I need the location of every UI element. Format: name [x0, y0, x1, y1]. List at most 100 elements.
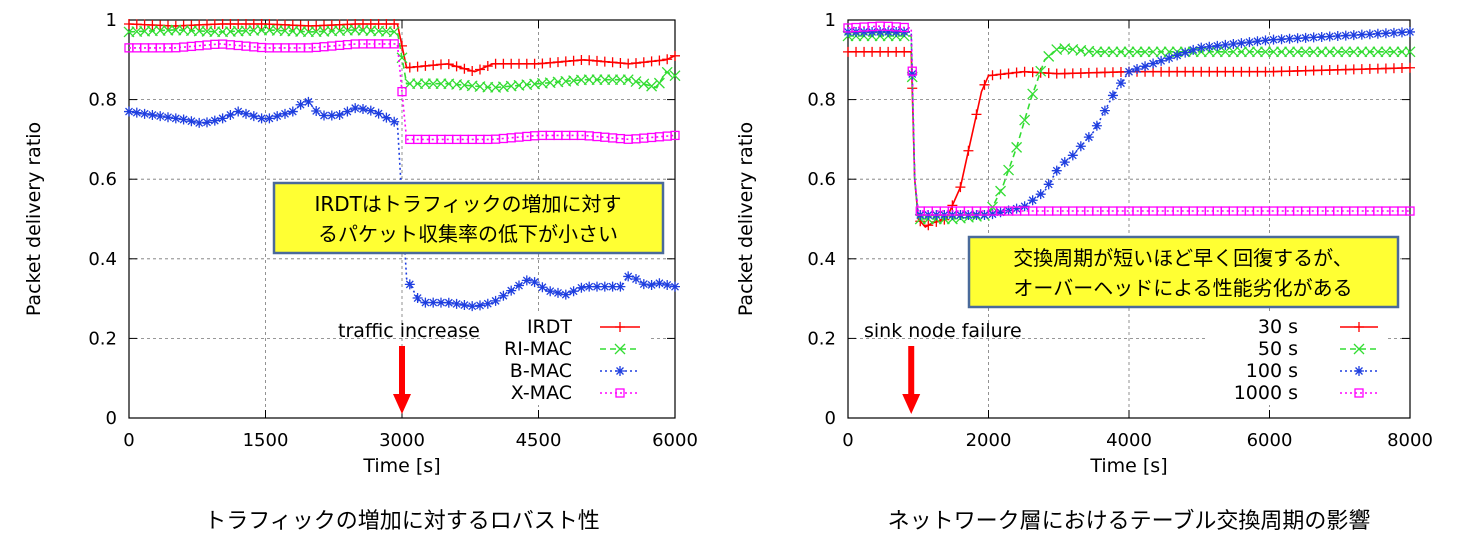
data-point — [1380, 46, 1392, 58]
data-point — [1236, 38, 1247, 49]
data-point — [646, 80, 658, 92]
data-point — [186, 116, 197, 127]
right-y-ticks: 0 0.2 0.4 0.6 0.8 1 — [807, 10, 1410, 429]
data-point — [622, 74, 634, 86]
data-point — [1059, 157, 1070, 168]
data-point — [256, 24, 268, 36]
data-point — [1180, 47, 1191, 58]
data-point — [1035, 189, 1046, 200]
data-point — [1260, 35, 1271, 46]
data-point — [537, 58, 548, 69]
left-annotation-label: traffic increase — [338, 320, 480, 342]
series-markers-30-s — [843, 46, 1415, 231]
data-point — [459, 300, 470, 311]
y-tick-label: 0.2 — [88, 328, 117, 349]
data-point — [420, 60, 431, 71]
data-point — [139, 108, 150, 119]
data-point — [631, 58, 641, 69]
data-point — [1107, 90, 1118, 101]
y-tick-label: 0.8 — [807, 90, 836, 111]
data-point — [867, 26, 878, 37]
data-point — [1405, 62, 1415, 73]
data-point — [987, 209, 998, 220]
data-point — [131, 107, 142, 118]
legend-swatch-marker — [615, 322, 625, 332]
arrow-shaft — [399, 346, 405, 396]
data-point — [1228, 38, 1239, 49]
data-point — [576, 282, 587, 293]
data-point — [1364, 46, 1376, 58]
legend-swatch-marker — [1353, 343, 1365, 355]
right-y-axis-label: Packet delivery ratio — [735, 122, 757, 316]
data-point — [654, 278, 665, 289]
data-point — [670, 281, 680, 292]
data-point — [1011, 141, 1023, 153]
data-point — [1124, 66, 1134, 77]
legend-label: 30 s — [1258, 316, 1298, 338]
data-point — [599, 56, 610, 67]
data-point — [1107, 46, 1119, 58]
data-point — [1220, 39, 1231, 50]
y-tick-label: 0 — [825, 408, 836, 429]
data-point — [404, 62, 415, 73]
data-point — [1115, 78, 1126, 89]
data-point — [553, 287, 563, 298]
data-point — [568, 130, 579, 141]
right-callout-box — [967, 235, 1400, 309]
data-point — [521, 275, 532, 286]
data-point — [389, 18, 400, 29]
data-point — [1027, 195, 1038, 206]
data-point — [1075, 141, 1086, 152]
data-point — [419, 78, 431, 90]
data-point — [599, 74, 611, 86]
data-point — [163, 112, 173, 123]
data-point — [971, 109, 982, 120]
data-point — [248, 111, 259, 122]
data-point — [1324, 31, 1335, 42]
data-point — [1252, 46, 1263, 58]
data-point — [1405, 206, 1415, 216]
data-point — [389, 116, 400, 127]
data-point — [875, 26, 886, 37]
data-point — [428, 297, 439, 308]
data-point — [646, 56, 657, 67]
data-point — [303, 96, 314, 107]
data-point — [1091, 120, 1102, 131]
x-tick-label: 4000 — [1106, 430, 1152, 451]
data-point — [1084, 206, 1094, 216]
legend-label: X-MAC — [511, 382, 572, 404]
data-point — [1405, 26, 1415, 37]
series-markers-B-MAC — [124, 96, 680, 312]
data-point — [1067, 150, 1078, 161]
data-point — [1356, 46, 1368, 58]
left-series-group — [123, 18, 681, 312]
legend-swatch-marker — [1354, 366, 1364, 376]
data-point — [1300, 32, 1311, 43]
data-point — [334, 109, 345, 120]
data-point — [319, 110, 329, 121]
data-point — [1252, 36, 1263, 47]
y-tick-label: 0.4 — [88, 249, 117, 270]
series-markers-IRDT — [124, 18, 680, 76]
data-point — [1404, 46, 1416, 58]
data-point — [404, 279, 415, 290]
data-point — [1260, 46, 1271, 58]
right-annotation-arrow — [902, 346, 921, 414]
data-point — [592, 55, 602, 66]
data-point — [1268, 34, 1279, 45]
data-point — [443, 59, 454, 70]
data-point — [1035, 65, 1047, 77]
data-point — [614, 74, 626, 86]
data-point — [1284, 33, 1295, 44]
data-point — [545, 57, 556, 68]
data-point — [1148, 58, 1159, 69]
data-point — [553, 57, 563, 68]
y-tick-label: 1 — [825, 10, 836, 31]
data-point — [467, 65, 478, 76]
data-point — [995, 69, 1006, 80]
data-point — [592, 281, 602, 292]
data-point — [1276, 34, 1287, 45]
arrow-head — [393, 394, 411, 414]
data-point — [280, 108, 290, 119]
data-point — [638, 279, 649, 290]
